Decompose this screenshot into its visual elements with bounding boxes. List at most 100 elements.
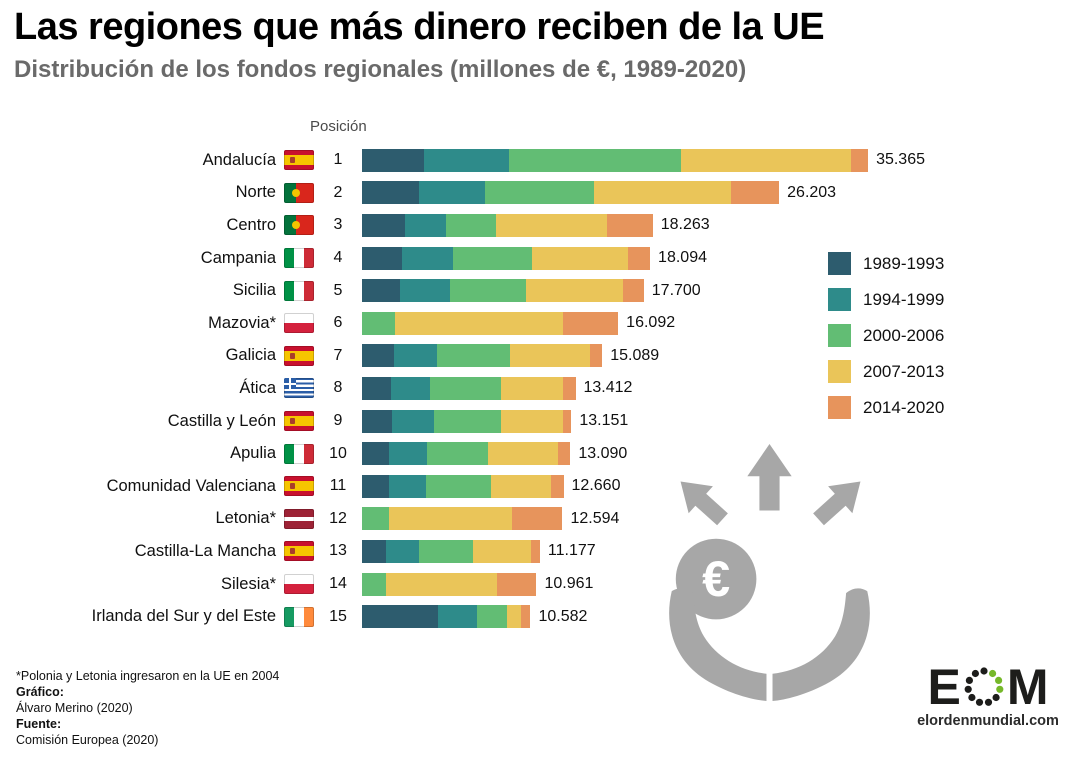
- bar: [362, 311, 619, 335]
- flag-icon-poland: [284, 313, 314, 334]
- bar: [362, 539, 540, 563]
- bar-segment-2014-2020: [521, 605, 531, 629]
- bar: [362, 572, 537, 596]
- bar: [362, 181, 780, 205]
- rank-label: 1: [333, 151, 343, 169]
- arrow-up-left-icon: [680, 481, 728, 526]
- legend-label: 1994-1999: [863, 289, 945, 309]
- region-label: Mazovia*: [208, 313, 276, 332]
- rank-label: 4: [333, 249, 343, 267]
- region-label: Letonia*: [215, 509, 276, 528]
- bar-segment-2000-2006: [446, 213, 496, 237]
- rank-label: 15: [329, 607, 347, 625]
- bar-value: 13.090: [578, 444, 628, 462]
- bar-segment-2000-2006: [362, 572, 386, 596]
- bar-segment-1989-1993: [362, 246, 402, 270]
- rank-label: 6: [333, 314, 343, 332]
- rank-label: 14: [329, 575, 347, 593]
- bar-segment-2000-2006: [419, 539, 474, 563]
- bar-segment-2014-2020: [530, 539, 540, 563]
- eom-logo: E M elordenmundial.com: [914, 662, 1062, 729]
- bar-segment-2000-2006: [430, 376, 501, 400]
- bar-segment-1994-1999: [389, 442, 428, 466]
- region-label: Andalucía: [202, 150, 276, 169]
- bar-segment-2007-2013: [510, 344, 590, 368]
- bar-segment-1994-1999: [423, 148, 510, 172]
- left-hand-icon: [669, 588, 767, 701]
- chart-row: Campania 4 18.094: [14, 242, 1024, 275]
- rank-label: 11: [329, 477, 347, 495]
- bar-segment-2014-2020: [497, 572, 537, 596]
- bar: [362, 376, 576, 400]
- bar: [362, 148, 869, 172]
- bar-segment-2000-2006: [436, 344, 511, 368]
- legend-label: 2014-2020: [863, 397, 945, 417]
- legend-label: 1989-1993: [863, 253, 945, 273]
- rank-label: 12: [329, 509, 347, 527]
- flag-icon-spain: [284, 411, 314, 432]
- bar: [362, 474, 564, 498]
- bar-value: 18.094: [658, 249, 707, 267]
- legend-swatch: [828, 288, 851, 311]
- region-label: Centro: [226, 215, 276, 234]
- bar-value: 10.961: [544, 575, 594, 593]
- right-hand-icon: [772, 588, 870, 701]
- bar-segment-1994-1999: [392, 409, 434, 433]
- legend-swatch: [828, 324, 851, 347]
- bar-segment-2007-2013: [681, 148, 852, 172]
- bar-segment-1994-1999: [419, 181, 485, 205]
- bar-segment-1994-1999: [393, 344, 437, 368]
- chart-row: Sicilia 5 17.700: [14, 274, 1024, 307]
- legend-label: 2000-2006: [863, 325, 945, 345]
- bar-segment-1994-1999: [389, 474, 426, 498]
- bar-segment-2007-2013: [495, 213, 608, 237]
- rank-label: 13: [329, 542, 347, 560]
- legend: 1989-1993 1994-1999 2000-2006 2007-2013 …: [828, 252, 944, 432]
- bar-segment-2007-2013: [385, 572, 498, 596]
- legend-swatch: [828, 360, 851, 383]
- bar-segment-2000-2006: [484, 181, 595, 205]
- bar-segment-2007-2013: [490, 474, 552, 498]
- bar-segment-1994-1999: [401, 246, 453, 270]
- region-label: Sicilia: [232, 281, 276, 300]
- region-label: Comunidad Valenciana: [106, 476, 276, 495]
- stacked-bar-chart: Posición Andalucía 1 35.365 Norte 2 26.2…: [14, 118, 1024, 633]
- bar: [362, 442, 571, 466]
- chart-row: Irlanda del Sur y del Este 15 10.582: [14, 600, 1024, 633]
- bar-segment-2014-2020: [551, 474, 564, 498]
- region-label: Norte: [235, 183, 276, 202]
- logo-site-url: elordenmundial.com: [917, 713, 1059, 729]
- chart-row: Centro 3 18.263: [14, 209, 1024, 242]
- rank-label: 7: [333, 346, 343, 364]
- rank-label: 2: [333, 183, 343, 201]
- legend-swatch: [828, 396, 851, 419]
- bar-segment-2000-2006: [449, 279, 526, 303]
- flag-icon-ireland: [284, 606, 314, 627]
- chart-row: Letonia* 12 12.594: [14, 503, 1024, 536]
- bar-segment-2007-2013: [506, 605, 522, 629]
- rank-label: 3: [333, 216, 343, 234]
- region-label: Castilla-La Mancha: [134, 541, 276, 560]
- bar-segment-1989-1993: [362, 442, 390, 466]
- bar-segment-2000-2006: [433, 409, 501, 433]
- bar-segment-1989-1993: [362, 539, 386, 563]
- eom-logo-letters: E M: [914, 662, 1062, 712]
- bar-segment-1994-1999: [404, 213, 447, 237]
- credit-source-label: Fuente:: [16, 717, 62, 731]
- rank-label: 9: [333, 412, 343, 430]
- bar-segment-1989-1993: [362, 148, 424, 172]
- bar-value: 11.177: [547, 542, 596, 560]
- legend-item: 1989-1993: [828, 252, 944, 275]
- euro-symbol: €: [702, 550, 730, 607]
- bar-segment-1989-1993: [362, 279, 401, 303]
- bar: [362, 246, 651, 270]
- page-title: Las regiones que más dinero reciben de l…: [14, 6, 825, 48]
- credit-graphic-value: Álvaro Merino (2020): [16, 701, 133, 715]
- bar: [362, 213, 653, 237]
- bar-segment-2000-2006: [509, 148, 682, 172]
- bar-value: 10.582: [538, 607, 588, 625]
- bar-segment-1989-1993: [362, 213, 405, 237]
- region-label: Irlanda del Sur y del Este: [91, 607, 276, 626]
- bar-value: 18.263: [660, 216, 710, 234]
